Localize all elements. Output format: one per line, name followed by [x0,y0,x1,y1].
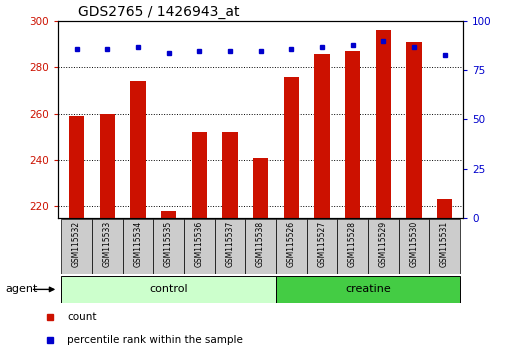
Bar [122,219,153,274]
Bar [398,219,428,274]
Text: GSM115531: GSM115531 [439,221,448,267]
Text: GSM115528: GSM115528 [347,221,357,267]
Text: percentile rank within the sample: percentile rank within the sample [67,335,242,346]
Bar [69,116,84,218]
Bar [222,132,237,218]
Text: GSM115535: GSM115535 [164,221,173,267]
Text: GSM115536: GSM115536 [194,221,204,267]
Bar [306,219,337,274]
Text: creatine: creatine [344,284,390,295]
Text: GSM115529: GSM115529 [378,221,387,267]
Text: GSM115533: GSM115533 [103,221,112,267]
Bar [375,30,390,218]
Bar [153,219,183,274]
Bar [191,132,207,218]
Text: GDS2765 / 1426943_at: GDS2765 / 1426943_at [78,5,239,19]
Bar [436,199,451,218]
Bar [367,219,398,274]
Bar [99,114,115,218]
Text: GSM115527: GSM115527 [317,221,326,267]
Text: GSM115532: GSM115532 [72,221,81,267]
Text: agent: agent [5,284,37,295]
Bar [61,219,92,274]
Bar [283,77,298,218]
Text: GSM115537: GSM115537 [225,221,234,267]
Bar [275,276,459,303]
Text: GSM115534: GSM115534 [133,221,142,267]
Bar [214,219,245,274]
Text: GSM115530: GSM115530 [409,221,418,267]
Bar [130,81,145,218]
Bar [406,42,421,218]
Bar [183,219,214,274]
Text: count: count [67,312,96,322]
Text: control: control [149,284,187,295]
Bar [61,276,275,303]
Bar [92,219,122,274]
Bar [161,211,176,218]
Text: GSM115538: GSM115538 [256,221,265,267]
Bar [275,219,306,274]
Bar [337,219,367,274]
Text: GSM115526: GSM115526 [286,221,295,267]
Bar [252,158,268,218]
Bar [344,51,360,218]
Bar [428,219,459,274]
Bar [314,53,329,218]
Bar [245,219,275,274]
